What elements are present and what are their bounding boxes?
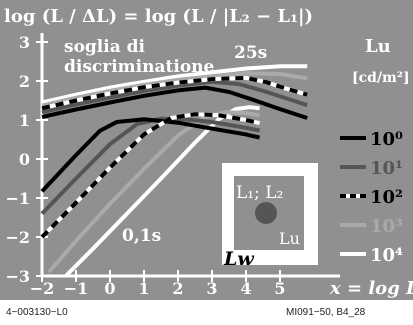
- x-tick-label: 3: [206, 279, 217, 298]
- series-line-25s-dashed: [41, 75, 308, 111]
- series-line-01s-dashed: [40, 112, 261, 239]
- y-tick-label: −3: [5, 267, 30, 286]
- y-tick-label: 3: [19, 33, 30, 52]
- y-tick-label: 0: [19, 150, 30, 169]
- inset-test-disk: [255, 202, 277, 224]
- inset-diagram: L₁; L₂ Lu Lw: [222, 163, 318, 270]
- x-axis-label: x = log L: [329, 278, 413, 299]
- series-line-25s: [41, 71, 308, 108]
- y-tick-label: 2: [19, 72, 30, 91]
- legend-label: 10²: [370, 187, 403, 208]
- x-tick-label: 5: [274, 279, 285, 298]
- footer-left: 4−003130−L0: [6, 307, 68, 318]
- series-line-25s: [41, 85, 308, 120]
- legend-label: 10⁰: [370, 129, 403, 150]
- chart-title: log (L / ΔL) = log (L / |L₂ − L₁|): [4, 6, 313, 27]
- x-tick-label: −1: [64, 279, 89, 298]
- y-tick-label: −2: [5, 228, 30, 247]
- inset-outer-label: Lw: [223, 248, 254, 270]
- x-tick-label: 4: [240, 279, 251, 298]
- series-line-25s: [41, 64, 308, 105]
- legend-label: 10¹: [370, 158, 403, 179]
- y-tick-label: 1: [19, 111, 30, 130]
- series-line-01s: [40, 117, 261, 193]
- series-line-01s: [47, 110, 260, 274]
- x-tick-label: 1: [138, 279, 149, 298]
- threshold-label-2: discriminatione: [64, 57, 215, 77]
- y-tick-label: −1: [5, 189, 30, 208]
- x-tick-label: 2: [172, 279, 183, 298]
- inset-center-label: L₁; L₂: [236, 183, 283, 203]
- legend-label: 10³: [370, 216, 403, 237]
- x-tick-label: −2: [30, 279, 55, 298]
- time-long-label: 25s: [234, 43, 267, 63]
- series-line-25s: [41, 79, 308, 115]
- legend-unit: [cd/m²]: [352, 70, 410, 86]
- legend-title: Lu: [365, 36, 391, 57]
- threshold-label-1: soglia di: [64, 37, 146, 57]
- inset-surround-label: Lu: [279, 229, 300, 248]
- legend: Lu [cd/m²] 10⁰ 10¹ 10² 10³ 10⁴: [340, 36, 410, 266]
- time-short-label: 0,1s: [122, 226, 161, 246]
- series-line-01s: [40, 116, 260, 215]
- series-line-01s: [64, 105, 260, 278]
- footer-right: MI091−50, B4_28: [286, 307, 366, 318]
- legend-label: 10⁴: [370, 245, 403, 266]
- x-tick-label: 0: [104, 279, 115, 298]
